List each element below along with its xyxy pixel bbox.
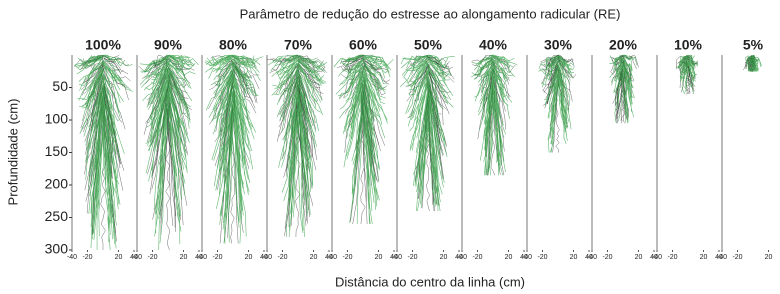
panel-label: 70% [284,37,313,53]
root-green [75,55,133,250]
panel-label: 40% [479,37,508,53]
x-tick-label: -40 [197,254,207,261]
y-tick-label: 300 [45,241,69,257]
x-tick-label: -20 [147,254,157,261]
chart: Parâmetro de redução do estresse ao alon… [0,0,780,294]
panel-label: 30% [544,37,573,53]
x-tick-label: 20 [570,254,578,261]
x-tick-label: -40 [457,254,467,261]
chart-title: Parâmetro de redução do estresse ao alon… [240,6,621,21]
y-tick-label: 200 [45,176,69,192]
x-tick-label: 20 [505,254,513,261]
x-tick-label: 20 [635,254,643,261]
x-tick-label: -40 [717,254,727,261]
root-dark [407,55,455,211]
root-green [676,55,698,94]
x-tick-label: -40 [132,254,142,261]
panel-label: 90% [154,37,183,53]
x-tick-label: 20 [700,254,708,261]
panel-label: 80% [219,37,248,53]
x-tick-label: -40 [522,254,532,261]
x-tick-label: -40 [262,254,272,261]
panel-label: 20% [609,37,638,53]
x-tick-label: 20 [115,254,123,261]
y-tick-label: 150 [45,143,69,159]
x-tick-label: 20 [245,254,253,261]
x-axis-label: Distância do centro da linha (cm) [335,274,525,289]
x-tick-label: -20 [342,254,352,261]
x-tick-label: -20 [212,254,222,261]
y-tick-label: 100 [45,111,69,127]
x-tick-label: -20 [732,254,742,261]
root-green [400,55,455,211]
x-tick-label: 20 [310,254,318,261]
root-green [140,55,198,250]
panel-label: 50% [414,37,443,53]
x-tick-label: -20 [472,254,482,261]
y-tick-label: 50 [52,78,68,94]
panel-label: 10% [674,37,703,53]
x-tick-label: -40 [67,254,77,261]
x-tick-label: -20 [407,254,417,261]
panel-label: 100% [85,37,121,53]
x-tick-label: 20 [375,254,383,261]
x-tick-label: -20 [602,254,612,261]
x-tick-label: -40 [587,254,597,261]
x-tick-label: -20 [667,254,677,261]
root-green [471,55,517,175]
root-green [205,55,263,244]
y-axis-label: Profundidade (cm) [5,99,20,206]
panel-label: 60% [349,37,378,53]
x-tick-label: -20 [537,254,547,261]
x-tick-label: -40 [327,254,337,261]
x-tick-label: 20 [180,254,188,261]
x-tick-label: -40 [392,254,402,261]
x-tick-label: -20 [277,254,287,261]
x-tick-label: -20 [82,254,92,261]
panel-label: 5% [743,37,764,53]
x-tick-label: 20 [440,254,448,261]
x-tick-label: -40 [652,254,662,261]
y-tick-label: 250 [45,208,69,224]
x-tick-label: 20 [765,254,773,261]
